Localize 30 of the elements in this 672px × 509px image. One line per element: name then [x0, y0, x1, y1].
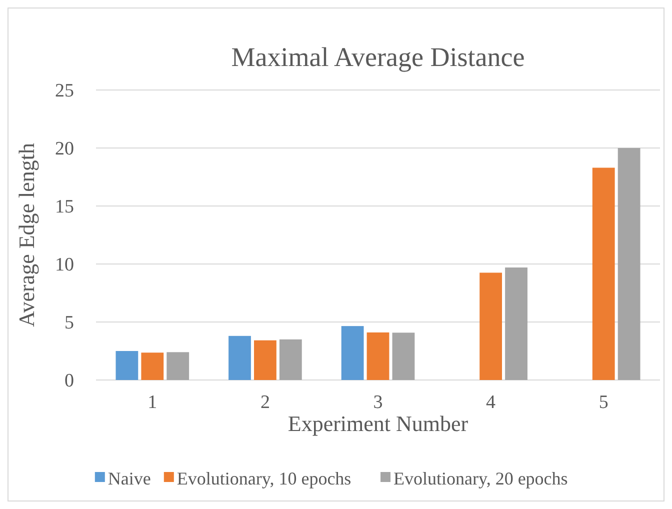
- y-tick-label: 0: [64, 370, 74, 392]
- bar: [592, 168, 615, 380]
- bar: [228, 336, 251, 380]
- y-tick-label: 10: [55, 254, 74, 276]
- y-tick-label: 15: [55, 196, 74, 218]
- x-tick-label: 2: [260, 392, 270, 413]
- bar: [505, 267, 528, 380]
- bar: [279, 339, 302, 380]
- bar: [480, 272, 502, 380]
- x-tick-label: 3: [373, 392, 383, 413]
- bar: [618, 148, 640, 380]
- bar: [392, 332, 415, 380]
- bar: [166, 352, 190, 380]
- bar: [141, 352, 164, 380]
- y-axis-title: Average Edge length: [14, 142, 39, 328]
- legend-label: Naive: [108, 468, 151, 488]
- bar: [116, 351, 138, 380]
- bar: [341, 326, 364, 380]
- x-tick-label: 1: [148, 392, 158, 413]
- y-tick-label: 25: [55, 80, 74, 102]
- chart-title: Maximal Average Distance: [231, 42, 525, 72]
- bar: [254, 340, 276, 380]
- x-tick-label: 5: [598, 392, 608, 413]
- y-tick-label: 5: [64, 312, 74, 334]
- y-tick-label: 20: [55, 138, 74, 160]
- x-tick-label: 4: [486, 392, 496, 413]
- legend-label: Evolutionary, 20 epochs: [394, 468, 568, 488]
- x-axis-title: Experiment Number: [288, 411, 469, 436]
- legend-label: Evolutionary, 10 epochs: [176, 468, 352, 488]
- bar: [366, 332, 390, 380]
